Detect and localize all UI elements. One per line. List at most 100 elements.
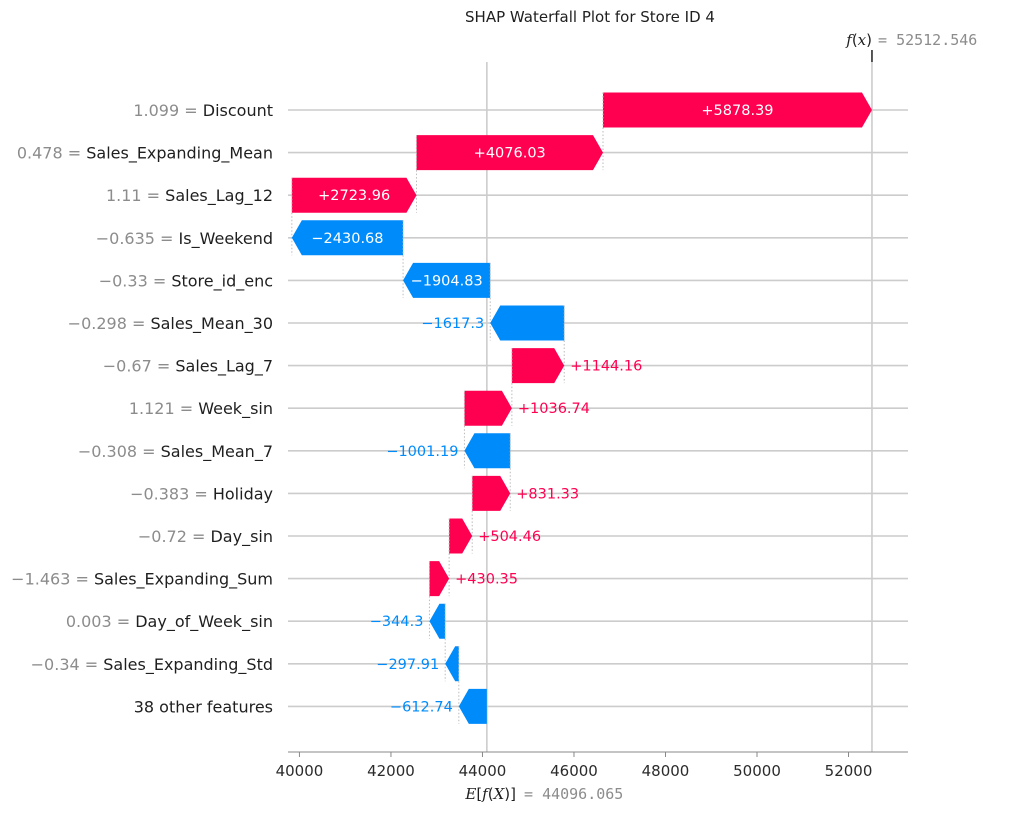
- fx-annotation: f(x) = 52512.546: [845, 31, 977, 49]
- feature-name: Sales_Expanding_Mean: [86, 144, 273, 164]
- bar-value-label: −1001.19: [386, 444, 458, 460]
- x-tick-label: 46000: [550, 762, 598, 780]
- x-tick-label: 44000: [459, 762, 507, 780]
- bar-is-weekend: [291, 220, 404, 256]
- chart-title: SHAP Waterfall Plot for Store ID 4: [465, 8, 715, 26]
- feature-label: 1.121 = Week_sin: [129, 399, 273, 419]
- bar-38-other-features: [458, 688, 487, 724]
- bar-discount: [602, 92, 872, 128]
- feature-value: −0.33 =: [99, 271, 172, 290]
- feature-label: 1.11 = Sales_Lag_12: [106, 186, 273, 206]
- bars-layer: +5878.39 +4076.03 +2723.96 −2430.68 −1904.83…: [291, 92, 872, 724]
- bar-value-label: +4076.03: [474, 146, 546, 162]
- expected-value-annotation: E[f(X)] = 44096.065: [464, 785, 623, 803]
- bar-sales-expanding-sum: [429, 561, 450, 597]
- x-tick-label: 48000: [642, 762, 690, 780]
- fx-value: 52512.546: [896, 31, 977, 49]
- bar-value-label: −344.3: [370, 614, 424, 630]
- feature-value: 1.121 =: [129, 399, 198, 418]
- bar-value-label: +831.33: [516, 486, 579, 502]
- ex-paren: (: [488, 785, 494, 803]
- feature-name: Sales_Lag_12: [165, 186, 273, 206]
- feature-name: Is_Weekend: [179, 229, 273, 249]
- ex-value: 44096.065: [542, 785, 623, 803]
- feature-value: 0.478 =: [17, 144, 86, 163]
- bar-value-label: +2723.96: [318, 188, 390, 204]
- feature-label: 1.099 = Discount: [133, 101, 273, 120]
- bar-value-label: +430.35: [455, 572, 518, 588]
- x-tick-label: 40000: [276, 762, 324, 780]
- bar-sales-lag-7: [511, 348, 565, 384]
- bar-sales-mean-7: [464, 433, 511, 469]
- svg-text:f(x): f(x): [845, 31, 872, 49]
- bar-value-label: −1904.83: [411, 273, 483, 289]
- svg-text:= 52512.546: = 52512.546: [878, 31, 977, 49]
- fx-paren: (: [852, 31, 858, 49]
- bar-day-sin: [449, 518, 473, 554]
- fx-symbol: f: [845, 31, 854, 49]
- feature-label: −1.463 = Sales_Expanding_Sum: [11, 570, 273, 590]
- bar-sales-lag-12: [291, 177, 417, 213]
- feature-label: −0.298 = Sales_Mean_30: [68, 314, 273, 334]
- feature-label: −0.33 = Store_id_enc: [99, 271, 273, 291]
- bar-value-label: +5878.39: [701, 103, 773, 119]
- feature-name: Sales_Lag_7: [175, 357, 273, 377]
- bar-value-label: +1144.16: [570, 359, 642, 375]
- feature-name: Week_sin: [198, 399, 273, 419]
- x-tick-label: 42000: [367, 762, 415, 780]
- fx-equals: =: [878, 31, 896, 49]
- feature-value: −0.72 =: [138, 527, 211, 546]
- bar-holiday: [472, 475, 511, 511]
- feature-value: −1.463 =: [11, 570, 94, 589]
- feature-name: Sales_Mean_30: [150, 314, 273, 334]
- feature-value: −0.635 =: [96, 229, 179, 248]
- feature-value: 1.11 =: [106, 186, 165, 205]
- bar-value-label: −297.91: [376, 657, 439, 673]
- bar-week-sin: [464, 390, 512, 426]
- ex-f: f: [481, 785, 490, 803]
- feature-label: 0.478 = Sales_Expanding_Mean: [17, 144, 273, 164]
- fx-paren-close: ): [866, 31, 872, 49]
- feature-label: −0.635 = Is_Weekend: [96, 229, 273, 249]
- bar-sales-mean-30: [490, 305, 565, 341]
- feature-label: −0.72 = Day_sin: [138, 527, 273, 547]
- feature-label: −0.383 = Holiday: [130, 484, 273, 503]
- feature-label: 38 other features: [134, 697, 273, 716]
- feature-name: Sales_Expanding_Sum: [94, 570, 273, 590]
- bar-value-label: −612.74: [390, 699, 453, 715]
- bar-value-label: +1036.74: [518, 401, 590, 417]
- feature-value: −0.383 =: [130, 484, 213, 503]
- fx-arg: x: [858, 31, 867, 49]
- bar-value-label: +504.46: [478, 529, 541, 545]
- feature-name: 38 other features: [134, 697, 273, 716]
- feature-value: −0.67 =: [103, 357, 176, 376]
- feature-value: 1.099 =: [133, 101, 202, 120]
- bar-sales-expanding-std: [445, 646, 459, 682]
- feature-value: −0.308 =: [78, 442, 161, 461]
- feature-name: Day_of_Week_sin: [135, 612, 273, 632]
- ex-bracket: [: [476, 785, 482, 803]
- feature-name: Store_id_enc: [171, 271, 273, 291]
- feature-label: −0.34 = Sales_Expanding_Std: [31, 655, 273, 675]
- x-tick-label: 52000: [825, 762, 873, 780]
- feature-label: −0.308 = Sales_Mean_7: [78, 442, 273, 462]
- feature-labels: 1.099 = Discount 0.478 = Sales_Expanding_…: [11, 101, 273, 716]
- feature-name: Holiday: [213, 484, 273, 503]
- svg-text:= 44096.065: = 44096.065: [524, 785, 623, 803]
- ex-X: X: [493, 785, 506, 803]
- x-tick-label: 50000: [733, 762, 781, 780]
- feature-name: Sales_Expanding_Std: [103, 655, 273, 675]
- bar-sales-expanding-mean: [416, 135, 603, 171]
- ex-symbol: E: [464, 785, 476, 803]
- ex-close: )]: [504, 785, 516, 803]
- bar-store-id-enc: [403, 262, 491, 298]
- x-axis: 40000 42000 44000 46000 48000 50000 52000: [276, 751, 908, 780]
- feature-name: Sales_Mean_7: [161, 442, 273, 462]
- ex-equals: =: [524, 785, 542, 803]
- bar-day-of-week-sin: [429, 603, 446, 639]
- svg-text:E[f(X)]: E[f(X)]: [464, 785, 516, 803]
- feature-name: Day_sin: [210, 527, 273, 547]
- feature-value: −0.298 =: [68, 314, 151, 333]
- grid-layer: [288, 109, 908, 708]
